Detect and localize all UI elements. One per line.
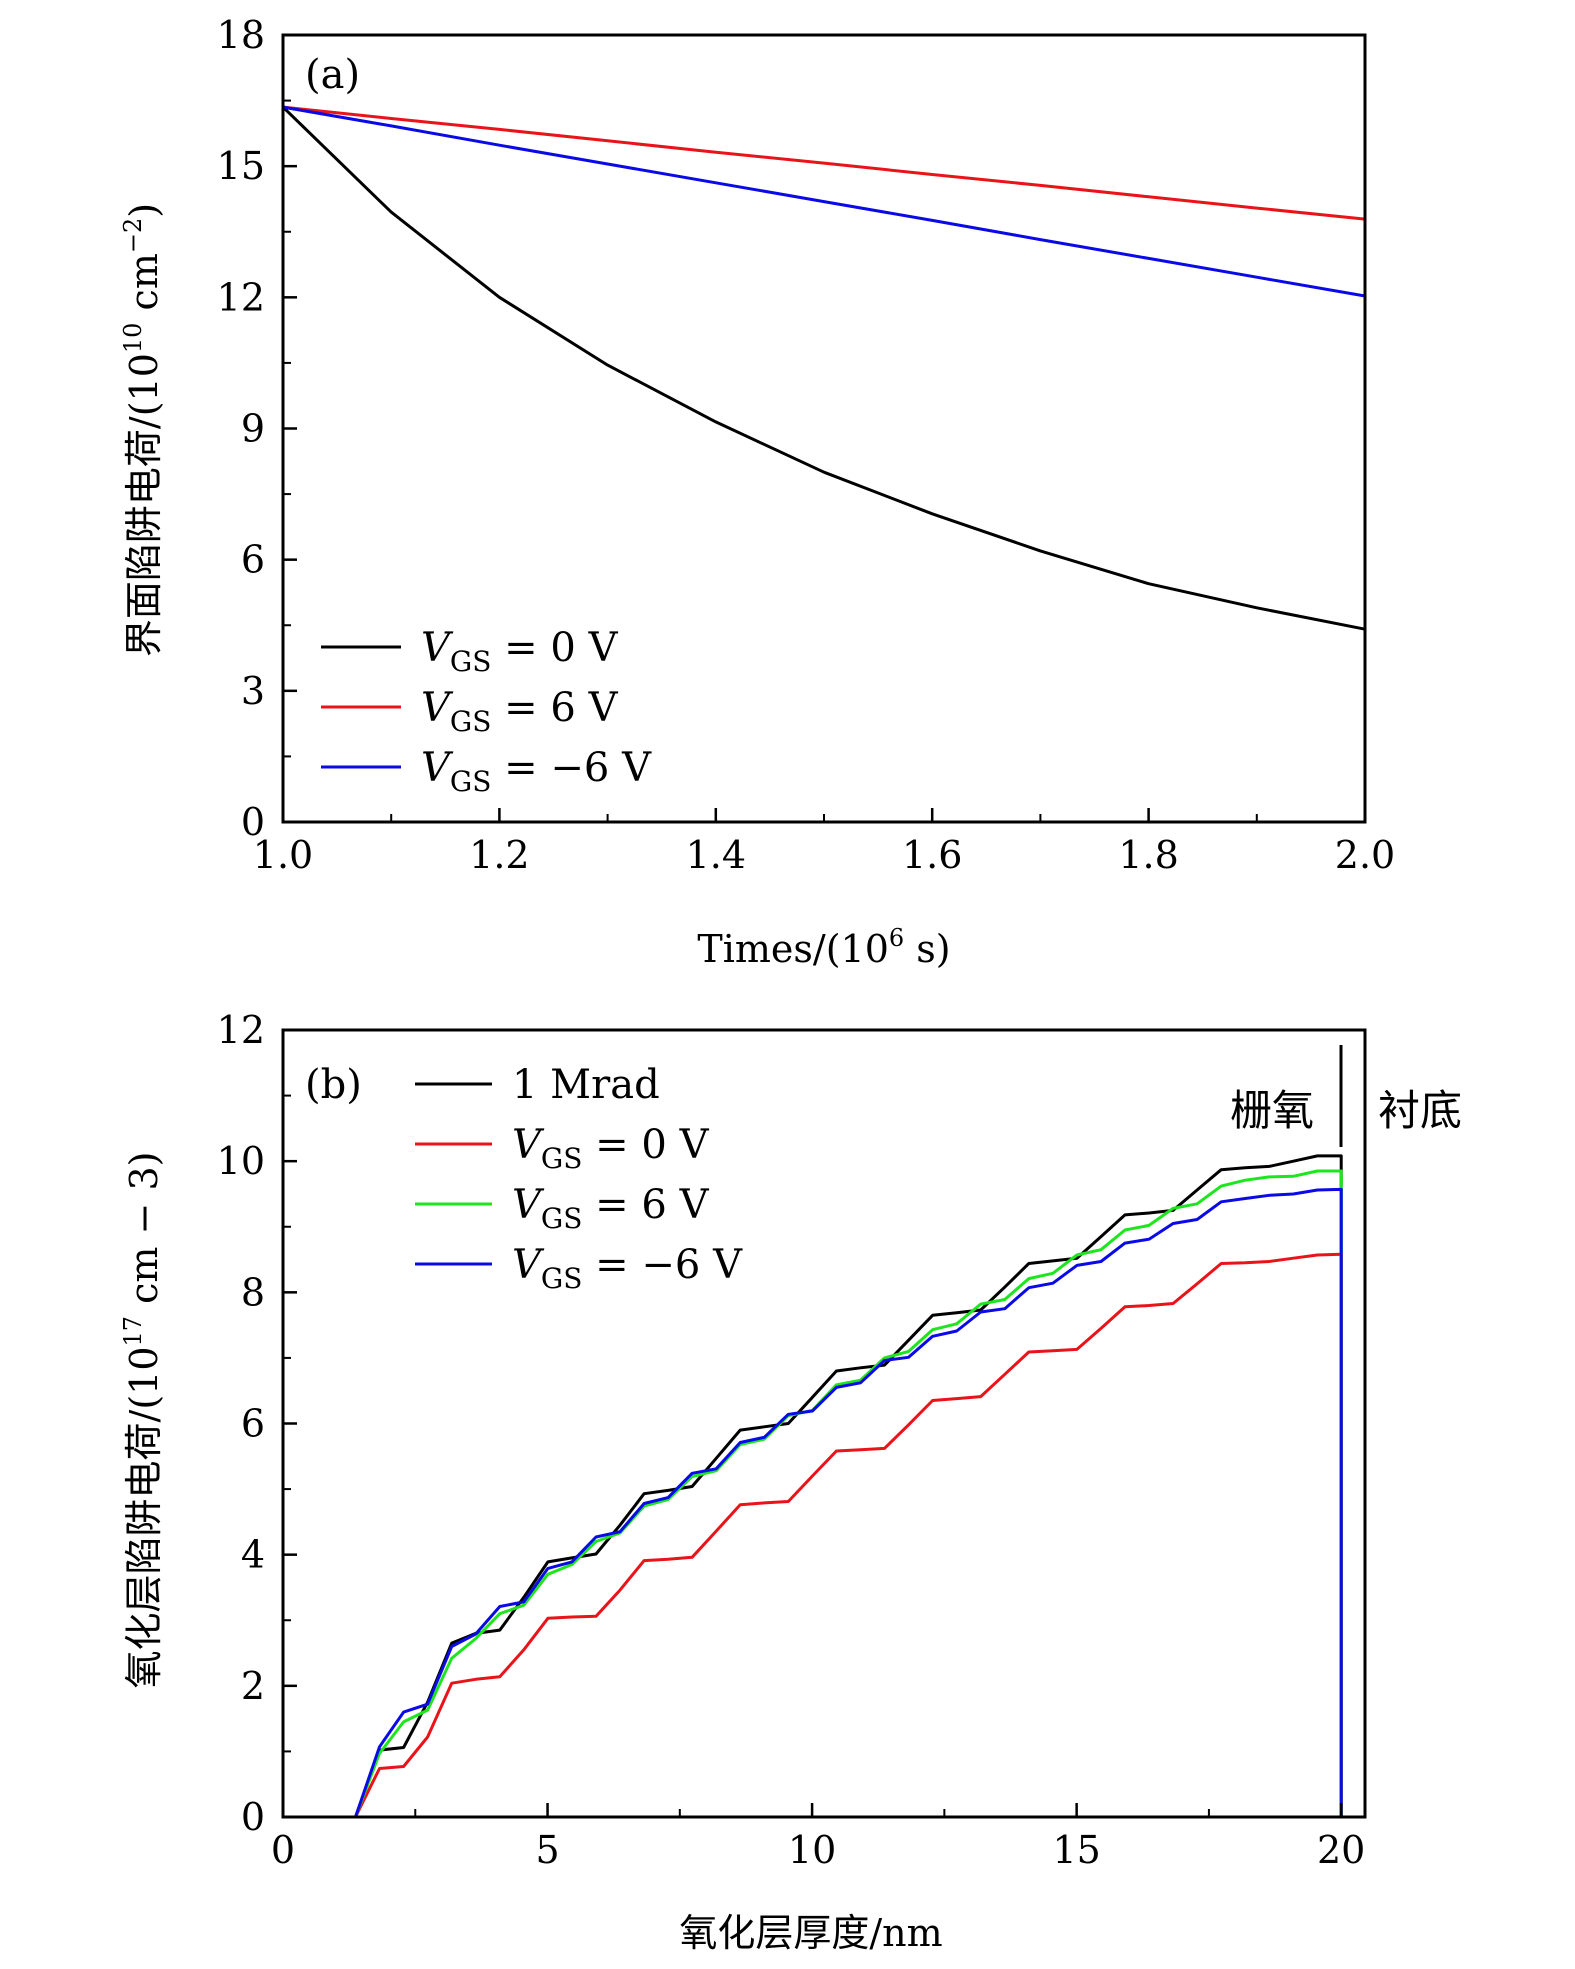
panel-b-x-axis-title: 氧化层厚度/nm: [679, 1911, 942, 1955]
x-tick-label: 20: [1317, 1828, 1365, 1872]
y-tick-label: 12: [217, 1008, 265, 1052]
legend-label: VGS = 0 V: [421, 625, 619, 678]
panel-b-label: (b): [305, 1062, 362, 1108]
panel-a-series-group: [281, 105, 1366, 631]
y-tick-label: 0: [241, 800, 265, 844]
y-tick-label: 6: [241, 1402, 265, 1446]
y-tick-label: 3: [241, 669, 265, 713]
x-tick-label: 5: [535, 1828, 559, 1872]
panel-a-x-axis-title: Times/(106 s): [697, 924, 950, 971]
panel-a-y-axis-title: 界面陷阱电荷/(1010 cm−2): [119, 203, 166, 657]
y-tick-label: 6: [241, 538, 265, 582]
panel-b: 0 5 10 15 20 0 2 4 6 8 10 12 (b) 栅氧 衬底 氧化层厚度/nm 氧化层…: [119, 1008, 1462, 1955]
series-line-3: [283, 1187, 1365, 1819]
y-tick-label: 4: [241, 1533, 265, 1577]
x-tick-label: 10: [788, 1828, 836, 1872]
y-tick-label: 2: [241, 1664, 265, 1708]
substrate-annotation: 衬底: [1378, 1086, 1462, 1135]
panel-a-label: (a): [305, 52, 360, 98]
panel-a-ticks: 1.0 1.2 1.4 1.6 1.8 2.0 0 3 6 9 12 15 18: [217, 13, 1396, 877]
x-tick-label: 1.0: [253, 833, 313, 877]
legend-label: 1 Mrad: [512, 1062, 660, 1108]
legend-label: VGS = 6 V: [512, 1182, 710, 1235]
x-tick-label: 1.6: [902, 833, 962, 877]
series-line-1: [283, 1252, 1365, 1819]
panel-b-y-axis-title: 氧化层陷阱电荷/(1017 cm − 3): [119, 1152, 166, 1689]
series-line-2: [282, 105, 1366, 298]
y-tick-label: 18: [217, 13, 265, 57]
y-tick-label: 9: [241, 407, 265, 451]
x-tick-label: 2.0: [1335, 833, 1395, 877]
y-tick-label: 12: [217, 275, 265, 319]
legend-label: VGS = −6 V: [421, 745, 652, 798]
series-line-1: [282, 105, 1366, 221]
y-tick-label: 10: [217, 1139, 265, 1183]
series-line-0: [283, 1154, 1365, 1819]
panel-b-series-group: [283, 1154, 1365, 1819]
y-tick-label: 15: [217, 144, 265, 188]
series-line-2: [283, 1169, 1365, 1819]
panel-a-legend: VGS = 0 V VGS = 6 V VGS = −6 V: [321, 625, 652, 798]
legend-label: VGS = 6 V: [421, 685, 619, 738]
x-tick-label: 1.2: [469, 833, 529, 877]
legend-label: VGS = −6 V: [512, 1242, 743, 1295]
legend-label: VGS = 0 V: [512, 1122, 710, 1175]
y-tick-label: 8: [241, 1270, 265, 1314]
x-tick-label: 1.4: [686, 833, 746, 877]
x-tick-label: 15: [1052, 1828, 1100, 1872]
panel-b-legend: 1 Mrad VGS = 0 V VGS = 6 V VGS = −6 V: [415, 1062, 743, 1295]
x-tick-label: 0: [271, 1828, 295, 1872]
x-tick-label: 1.8: [1118, 833, 1178, 877]
panel-b-ticks: 0 5 10 15 20 0 2 4 6 8 10 12: [217, 1008, 1366, 1872]
panel-a: 1.0 1.2 1.4 1.6 1.8 2.0 0 3 6 9 12 15 18 (a) Times/(…: [119, 13, 1395, 971]
gate-oxide-annotation: 栅氧: [1230, 1086, 1314, 1135]
y-tick-label: 0: [241, 1795, 265, 1839]
series-line-0: [281, 106, 1366, 631]
